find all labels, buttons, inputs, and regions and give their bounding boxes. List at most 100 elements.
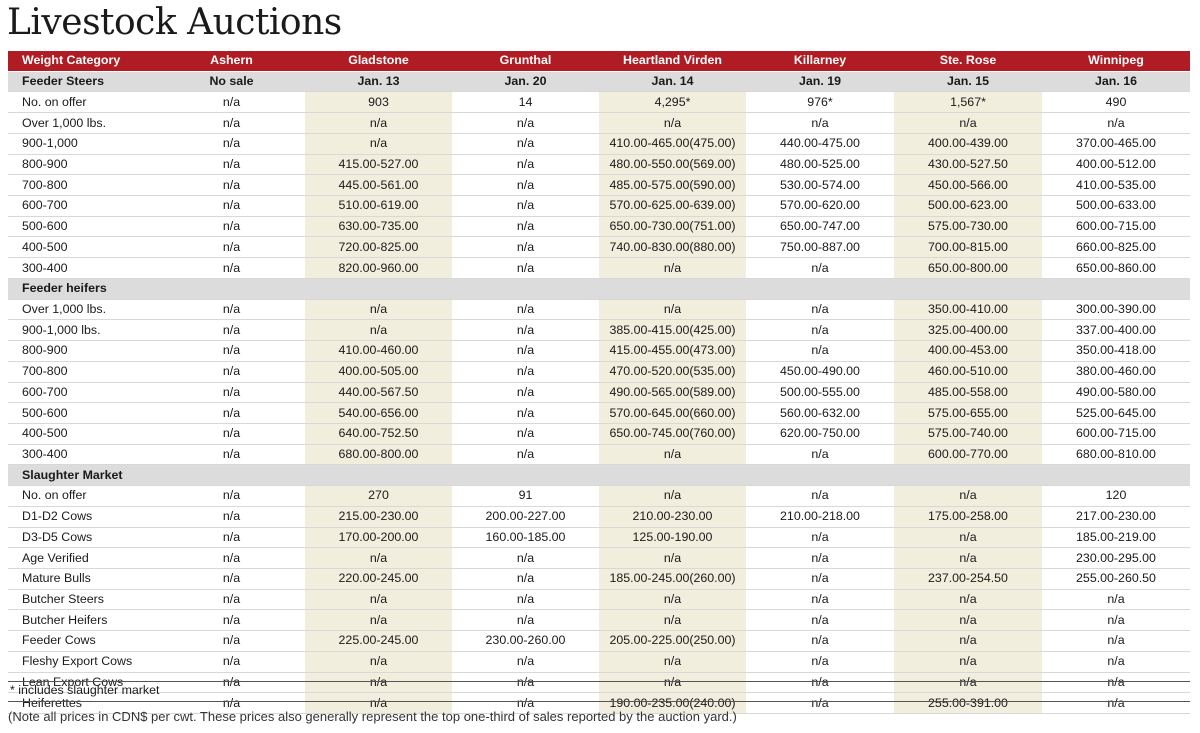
- price-cell: n/a: [746, 672, 894, 694]
- price-cell: 215.00-230.00: [305, 506, 452, 528]
- price-cell: 200.00-227.00: [452, 506, 599, 528]
- price-cell: n/a: [158, 195, 305, 217]
- table-header-row: Weight Category Ashern Gladstone Grunthal He…: [8, 51, 1190, 72]
- sale-date: [452, 278, 599, 300]
- row-label: 500-600: [8, 402, 158, 424]
- price-cell: n/a: [158, 651, 305, 673]
- price-cell: n/a: [452, 112, 599, 134]
- price-cell: n/a: [305, 319, 452, 342]
- table-row: 900-1,000 n/a n/a n/a 410.00-465.00(475.00) 4…: [8, 133, 1190, 155]
- price-cell: n/a: [305, 133, 452, 155]
- price-cell: 490.00-565.00(589.00): [599, 382, 746, 404]
- column-header-winnipeg: Winnipeg: [1042, 51, 1190, 72]
- price-cell: n/a: [746, 609, 894, 632]
- column-header-category: Weight Category: [8, 51, 158, 72]
- price-cell: n/a: [158, 257, 305, 279]
- price-cell: 903: [305, 91, 452, 114]
- price-cell: n/a: [452, 257, 599, 279]
- price-cell: 350.00-410.00: [894, 299, 1042, 321]
- price-cell: 450.00-490.00: [746, 361, 894, 383]
- price-cell: 525.00-645.00: [1042, 402, 1190, 424]
- price-cell: 575.00-655.00: [894, 402, 1042, 424]
- price-cell: 415.00-455.00(473.00): [599, 340, 746, 362]
- row-label: D3-D5 Cows: [8, 527, 158, 549]
- price-cell: n/a: [452, 382, 599, 404]
- price-cell: 120: [1042, 485, 1190, 507]
- price-cell: n/a: [158, 216, 305, 238]
- price-note: (Note all prices in CDN$ per cwt. These …: [8, 709, 737, 724]
- price-cell: n/a: [158, 154, 305, 176]
- price-cell: n/a: [305, 547, 452, 569]
- price-cell: 205.00-225.00(250.00): [599, 630, 746, 652]
- price-cell: 4,295*: [599, 91, 746, 114]
- sale-date: [1042, 464, 1190, 487]
- price-cell: n/a: [452, 319, 599, 342]
- price-cell: n/a: [1042, 609, 1190, 632]
- price-cell: n/a: [158, 423, 305, 445]
- price-cell: 175.00-258.00: [894, 506, 1042, 528]
- price-cell: 400.00-439.00: [894, 133, 1042, 155]
- price-cell: 620.00-750.00: [746, 423, 894, 445]
- bottom-divider: [8, 701, 1190, 702]
- price-cell: 385.00-415.00(425.00): [599, 319, 746, 342]
- price-cell: 410.00-460.00: [305, 340, 452, 362]
- price-cell: n/a: [305, 112, 452, 134]
- price-cell: n/a: [158, 444, 305, 466]
- price-cell: 400.00-512.00: [1042, 154, 1190, 176]
- price-cell: n/a: [452, 568, 599, 590]
- price-cell: 560.00-632.00: [746, 402, 894, 424]
- sale-date: [158, 464, 305, 487]
- column-header-ashern: Ashern: [158, 51, 305, 72]
- row-label: 400-500: [8, 423, 158, 445]
- price-cell: 600.00-715.00: [1042, 423, 1190, 445]
- price-cell: 485.00-558.00: [894, 382, 1042, 404]
- row-label: 700-800: [8, 361, 158, 383]
- price-cell: 750.00-887.00: [746, 236, 894, 259]
- price-cell: n/a: [894, 630, 1042, 652]
- table-row: Feeder Cows n/a 225.00-245.00 230.00-260.00…: [8, 630, 1190, 652]
- table-row: 400-500 n/a 720.00-825.00 n/a 740.00-830.00(…: [8, 236, 1190, 259]
- table-row: 800-900 n/a 410.00-460.00 n/a 415.00-455.00(…: [8, 340, 1190, 362]
- price-cell: n/a: [1042, 589, 1190, 611]
- price-cell: 160.00-185.00: [452, 527, 599, 549]
- table-row: 700-800 n/a 445.00-561.00 n/a 485.00-575.00(…: [8, 174, 1190, 197]
- page-title: Livestock Auctions: [7, 2, 342, 43]
- table-row: 400-500 n/a 640.00-752.50 n/a 650.00-745.00(…: [8, 423, 1190, 445]
- price-cell: n/a: [452, 672, 599, 694]
- price-cell: 230.00-295.00: [1042, 547, 1190, 569]
- price-cell: n/a: [894, 112, 1042, 134]
- price-cell: 530.00-574.00: [746, 174, 894, 197]
- sale-date: [158, 278, 305, 300]
- price-cell: 650.00-745.00(760.00): [599, 423, 746, 445]
- price-cell: n/a: [452, 340, 599, 362]
- price-cell: 415.00-527.00: [305, 154, 452, 176]
- price-cell: n/a: [599, 651, 746, 673]
- column-header-gladstone: Gladstone: [305, 51, 452, 72]
- price-cell: n/a: [599, 257, 746, 279]
- price-cell: n/a: [746, 527, 894, 549]
- price-cell: n/a: [1042, 672, 1190, 694]
- column-header-heartland-virden: Heartland Virden: [599, 51, 746, 72]
- price-cell: n/a: [746, 444, 894, 466]
- table-row: Butcher Heifers n/a n/a n/a n/a n/a n/a n/a: [8, 609, 1190, 632]
- price-cell: 185.00-219.00: [1042, 527, 1190, 549]
- price-cell: 490: [1042, 91, 1190, 114]
- price-cell: n/a: [305, 692, 452, 714]
- price-cell: n/a: [158, 609, 305, 632]
- sale-date: [599, 278, 746, 300]
- price-cell: 230.00-260.00: [452, 630, 599, 652]
- price-cell: n/a: [746, 630, 894, 652]
- price-cell: n/a: [894, 609, 1042, 632]
- table-row: 300-400 n/a 820.00-960.00 n/a n/a n/a 650.00-8…: [8, 257, 1190, 279]
- price-cell: n/a: [158, 236, 305, 259]
- price-cell: 485.00-575.00(590.00): [599, 174, 746, 197]
- price-cell: 220.00-245.00: [305, 568, 452, 590]
- section-row: Feeder Steers No sale Jan. 13 Jan. 20 Jan. 1…: [8, 71, 1190, 93]
- price-cell: n/a: [894, 589, 1042, 611]
- table-row: Mature Bulls n/a 220.00-245.00 n/a 185.00-24…: [8, 568, 1190, 590]
- price-cell: 255.00-260.50: [1042, 568, 1190, 590]
- price-cell: n/a: [158, 340, 305, 362]
- price-cell: 237.00-254.50: [894, 568, 1042, 590]
- table-row: No. on offer n/a 270 91 n/a n/a n/a 120: [8, 485, 1190, 507]
- table-row: Over 1,000 lbs. n/a n/a n/a n/a n/a 350.00-410…: [8, 299, 1190, 321]
